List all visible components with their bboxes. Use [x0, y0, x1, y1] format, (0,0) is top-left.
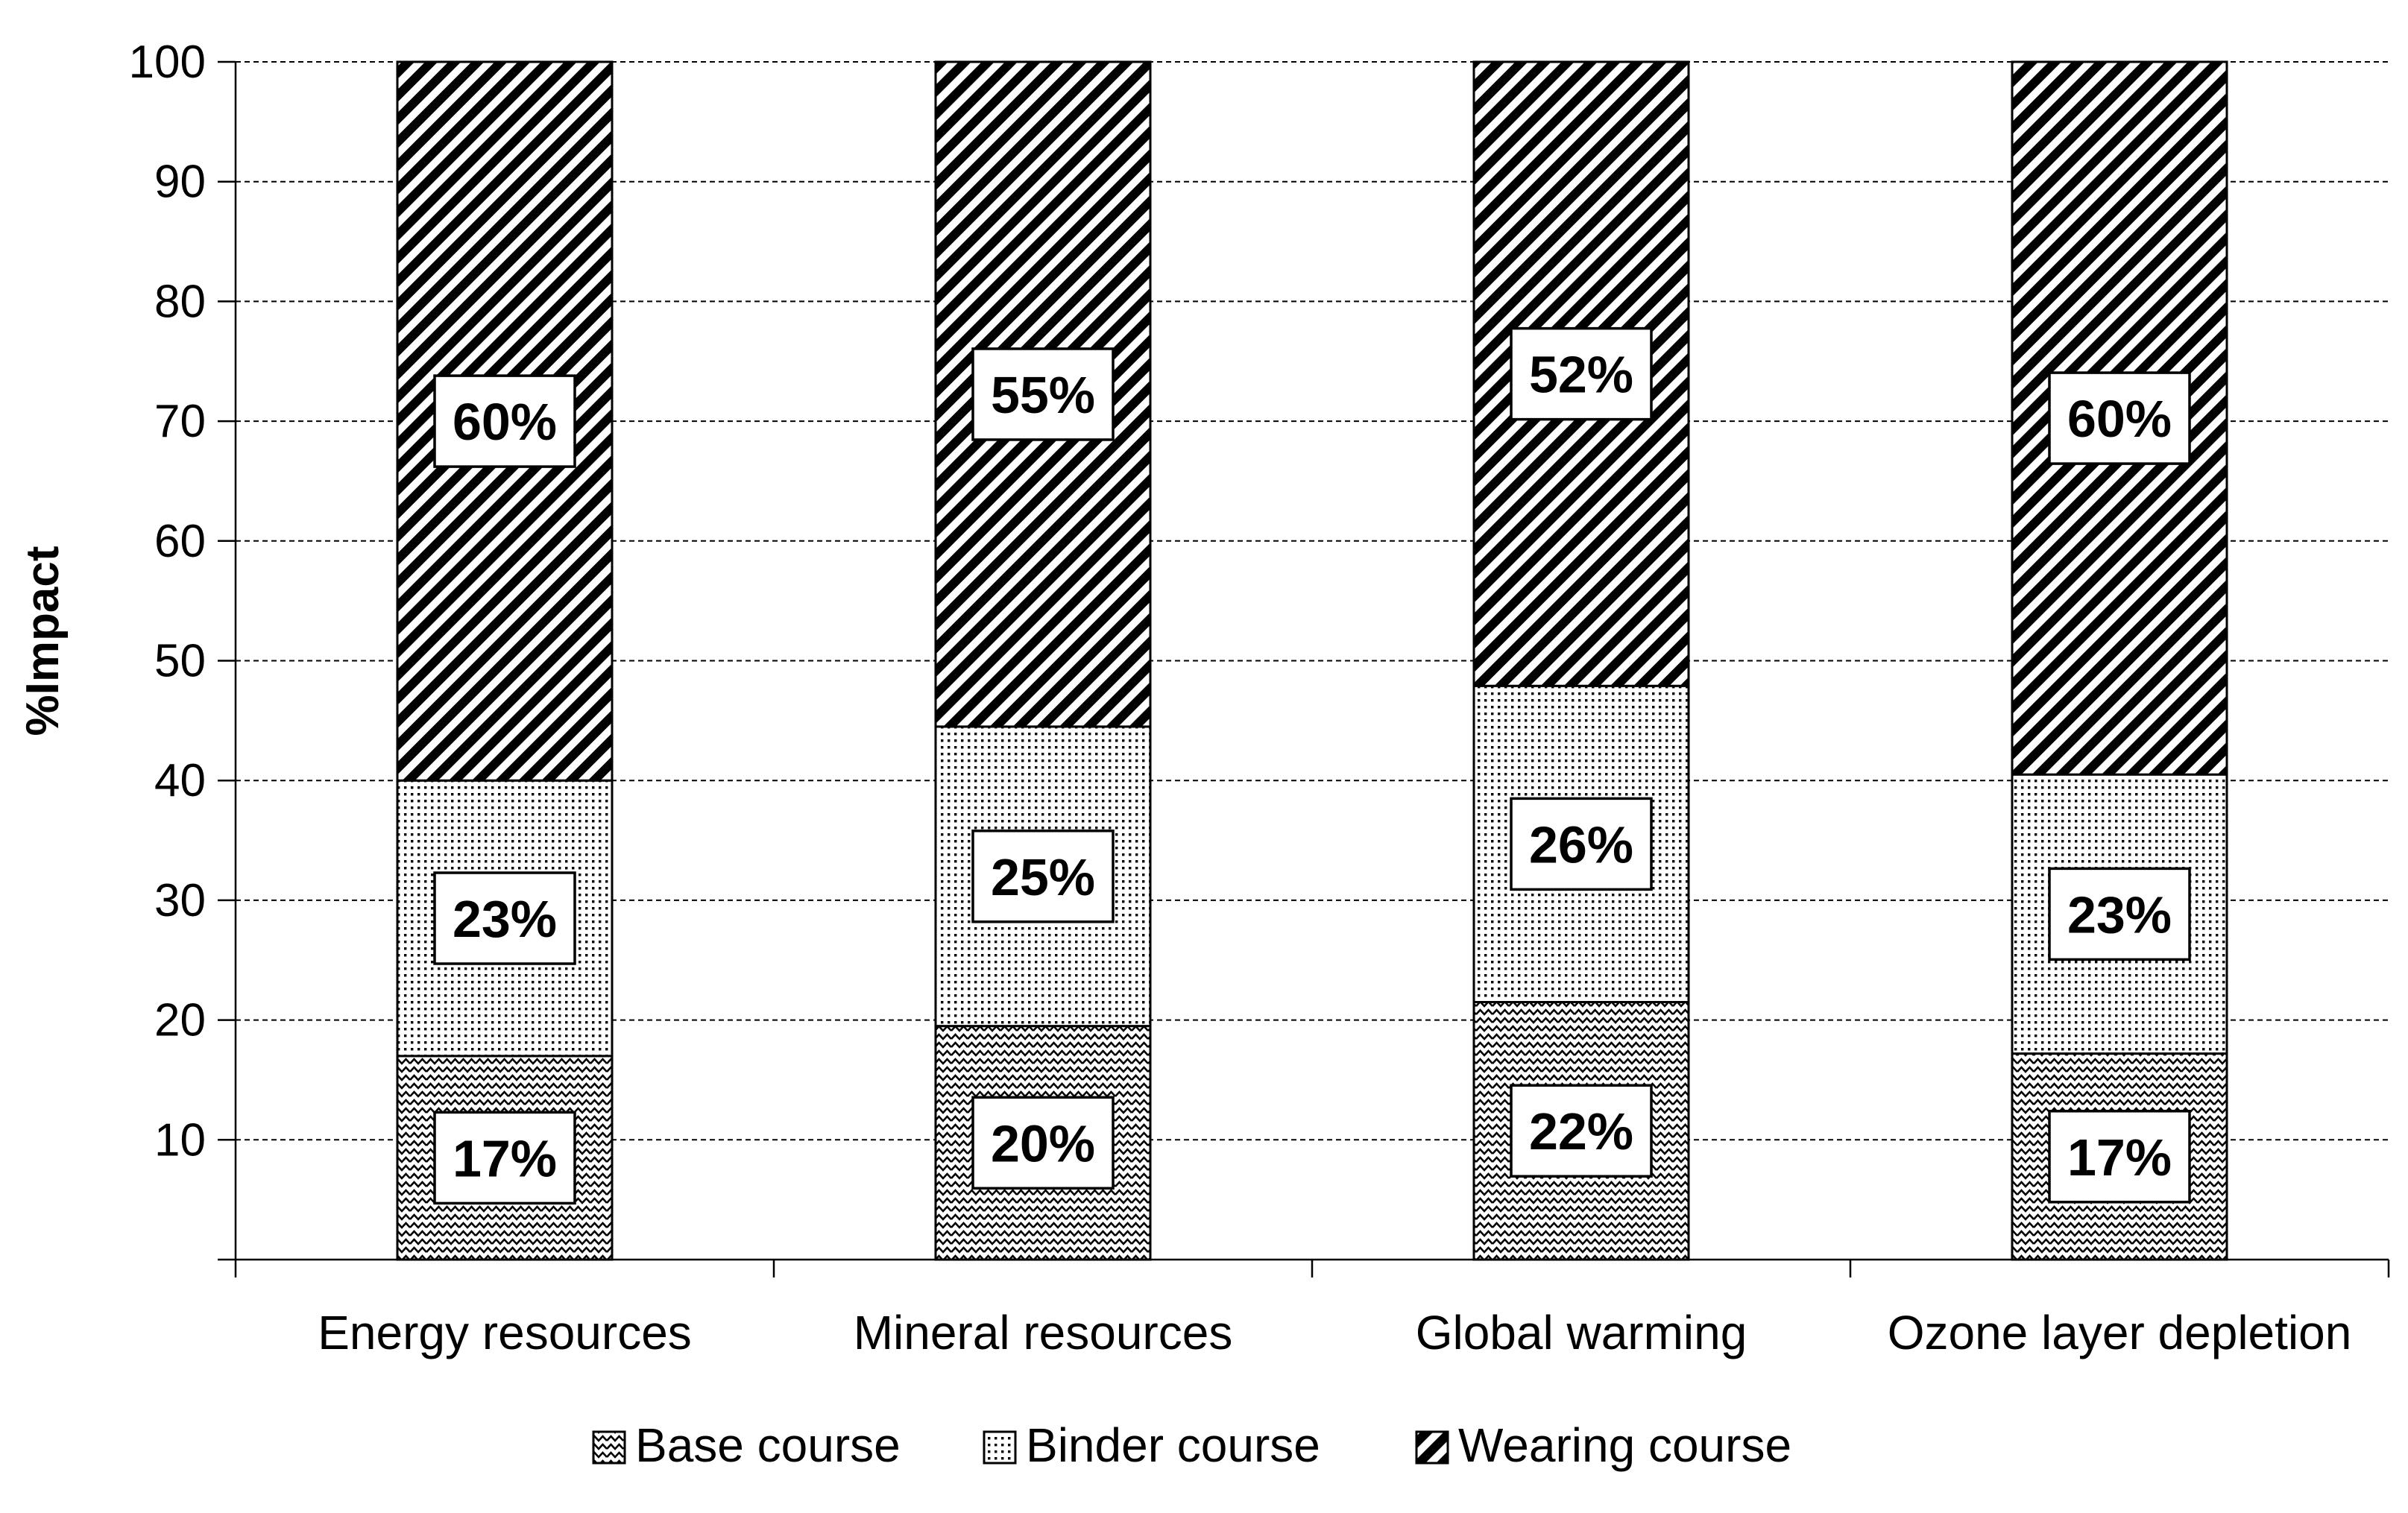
y-tick-label-70: 70	[154, 396, 206, 447]
data-label-wearing-0: 60%	[453, 393, 557, 451]
legend-label-binder: Binder course	[1026, 1418, 1320, 1472]
y-tick-label-90: 90	[154, 157, 206, 208]
data-label-box-base-3	[2048, 1110, 2191, 1204]
y-tick-label-40: 40	[154, 755, 206, 806]
data-label-box-binder-2	[1510, 797, 1653, 891]
data-label-box-binder-3	[2048, 867, 2191, 961]
data-label-box-wearing-3	[2048, 371, 2191, 465]
data-label-binder-1: 25%	[991, 848, 1095, 906]
y-tick-label-10: 10	[154, 1114, 206, 1166]
category-label-1: Mineral resources	[854, 1306, 1233, 1359]
y-tick-label-50: 50	[154, 636, 206, 687]
data-label-base-2: 22%	[1529, 1102, 1633, 1160]
data-label-box-base-2	[1510, 1084, 1653, 1178]
y-axis-title: %Impact	[17, 546, 69, 736]
legend-swatch-wearing	[1415, 1430, 1449, 1465]
y-tick-label-20: 20	[154, 995, 206, 1046]
category-label-2: Global warming	[1416, 1306, 1747, 1359]
data-label-base-0: 17%	[453, 1129, 557, 1187]
data-label-wearing-1: 55%	[991, 366, 1095, 424]
y-tick-label-80: 80	[154, 276, 206, 327]
category-label-0: Energy resources	[318, 1306, 692, 1359]
data-label-box-wearing-1	[971, 347, 1115, 441]
data-label-base-1: 20%	[991, 1114, 1095, 1172]
data-label-binder-2: 26%	[1529, 815, 1633, 874]
data-label-box-binder-0	[433, 871, 576, 965]
category-label-3: Ozone layer depletion	[1888, 1306, 2352, 1359]
data-label-box-base-1	[971, 1096, 1115, 1190]
legend-label-base: Base course	[635, 1418, 901, 1472]
data-label-box-wearing-0	[433, 374, 576, 468]
data-label-box-wearing-2	[1510, 326, 1653, 421]
data-label-box-base-0	[433, 1111, 576, 1205]
data-labels: 17% 23% 60% 20% 25% 55% 22% 26% 52% 17% 23% 60%	[433, 326, 2191, 1205]
data-label-box-binder-1	[971, 830, 1115, 923]
axes: 10 20 30 40 50 60 70 80 90 100 Energy resources Min…	[129, 37, 2390, 1359]
y-tick-label-30: 30	[154, 875, 206, 926]
legend-swatch-binder	[983, 1430, 1017, 1465]
data-label-wearing-3: 60%	[2067, 390, 2172, 448]
legend-swatch-base	[592, 1430, 626, 1465]
data-label-base-3: 17%	[2067, 1128, 2172, 1187]
data-label-binder-0: 23%	[453, 890, 557, 948]
y-tick-label-100: 100	[129, 37, 206, 88]
data-label-wearing-2: 52%	[1529, 346, 1633, 404]
legend: Base course Binder course Wearing course	[592, 1418, 1791, 1472]
data-label-binder-3: 23%	[2067, 885, 2172, 944]
y-tick-label-60: 60	[154, 516, 206, 567]
legend-label-wearing: Wearing course	[1458, 1418, 1791, 1472]
